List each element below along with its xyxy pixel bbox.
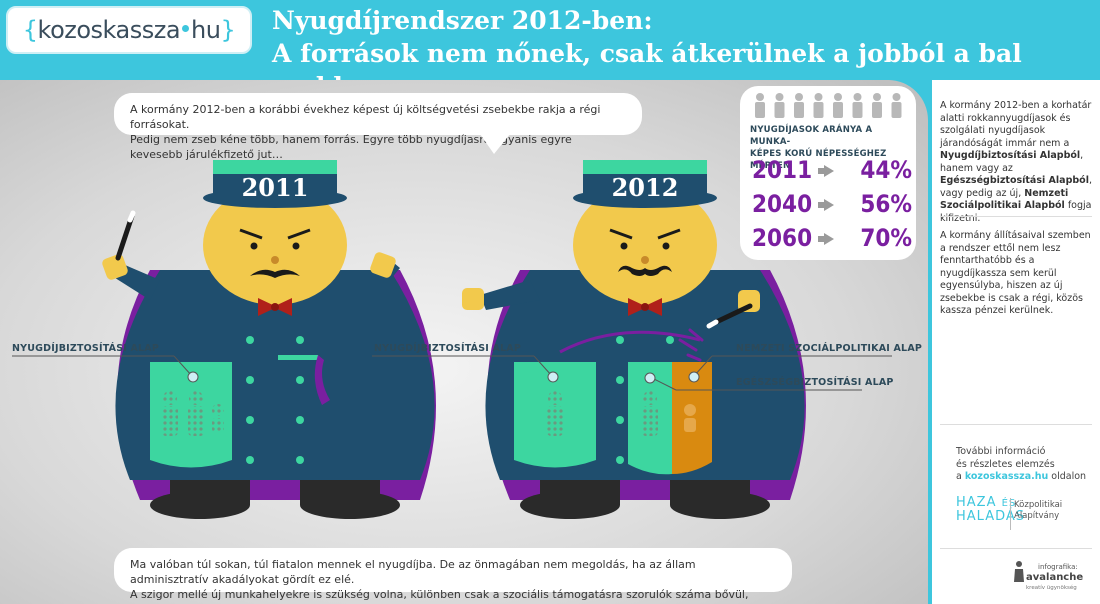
bubble-bottom-line-2: A szigor mellé új munkahelyekre is szüks… xyxy=(130,588,749,604)
figure-2011 xyxy=(102,160,436,519)
pensioner-ratio-box: NYUGDÍJASOK ARÁNYA A MUNKA- KÉPES KORÚ N… xyxy=(740,86,916,260)
sidebar-paragraph-2: A kormány állításaival szemben a rendsze… xyxy=(940,230,1091,316)
infographic-credit-label: infografika: xyxy=(1038,563,1078,571)
sidebar-p1-text: , vagy pedig az új, xyxy=(940,175,1092,199)
stats-year: 2040 xyxy=(752,190,813,218)
title-line-2: A források nem nőnek, csak átkerülnek a … xyxy=(272,39,1022,101)
speech-bubble-bottom: Ma valóban túl sokan, túl fiatalon menne… xyxy=(114,548,792,604)
label-health-fund-2012: EGÉSZSÉGBIZTOSÍTÁSI ALAP xyxy=(736,377,894,388)
es-word: ÉS xyxy=(1001,498,1017,509)
logo-tld: hu xyxy=(191,16,221,44)
year-2011-text: 2011 xyxy=(242,173,309,202)
person-icon xyxy=(755,93,765,118)
logo-brace-close: } xyxy=(220,16,236,44)
avalanche-logo[interactable]: avalanche xyxy=(1026,572,1084,583)
bubble-top-tail xyxy=(480,134,510,154)
stats-caption-line-2: KÉPES KORÚ NÉPESSÉGHEZ MÉRTEN xyxy=(750,149,887,171)
person-icon xyxy=(891,93,902,118)
arrow-icon xyxy=(818,236,825,242)
stats-year: 2011 xyxy=(752,156,813,184)
logo-dot-icon xyxy=(182,25,190,32)
sidebar-divider xyxy=(940,216,1092,217)
arrow-head-icon xyxy=(824,165,834,177)
haza-es-haladas-logo[interactable]: HAZA ÉS HALADÁS xyxy=(956,496,1025,523)
logo-separator xyxy=(1010,498,1011,530)
person-icon xyxy=(774,93,785,118)
title-line-1: Nyugdíjrendszer 2012-ben: xyxy=(272,6,653,35)
arrow-head-icon xyxy=(824,199,834,211)
logo-text: kozoskassza xyxy=(37,16,181,44)
arrow-icon xyxy=(818,202,825,208)
year-2012-text: 2012 xyxy=(612,173,679,202)
kpa-line-1: Közpolitikai xyxy=(1014,500,1063,510)
logo-brace-open: { xyxy=(22,16,38,44)
person-icon xyxy=(852,93,863,118)
bubble-top-line-1: A kormány 2012-ben a korábbi évekhez kép… xyxy=(130,103,601,131)
page-title: Nyugdíjrendszer 2012-ben: A források nem… xyxy=(272,4,1082,103)
sidebar-p1-bold: Nyugdíjbiztosítási Alapból xyxy=(940,150,1081,161)
more-info-line-1: További információ xyxy=(956,446,1046,457)
magician-illustration: 2011 2012 xyxy=(12,160,892,519)
haza-logo-line-1: HAZA ÉS xyxy=(956,496,1025,510)
person-icon xyxy=(872,93,882,118)
sidebar-divider xyxy=(940,424,1092,425)
kozoskassza-link[interactable]: kozoskassza.hu xyxy=(964,471,1049,482)
stats-caption: NYUGDÍJASOK ARÁNYA A MUNKA- KÉPES KORÚ N… xyxy=(750,124,914,172)
avalanche-figure-icon xyxy=(1014,561,1024,582)
stats-percent: 70% xyxy=(860,224,912,252)
person-icon xyxy=(833,93,843,118)
more-info-line-3: a kozoskassza.hu oldalon xyxy=(956,471,1096,484)
label-social-fund-2012: NEMZETI SZOCIÁLPOLITIKAI ALAP xyxy=(736,343,923,354)
arrow-icon xyxy=(818,168,825,174)
sidebar xyxy=(932,80,1100,604)
stats-row-2011: 2011 44% xyxy=(752,156,912,186)
speech-bubble-top: A kormány 2012-ben a korábbi évekhez kép… xyxy=(114,93,642,161)
stats-year: 2060 xyxy=(752,224,813,252)
haza-logo-line-2: HALADÁS xyxy=(956,509,1026,524)
stats-percent: 44% xyxy=(860,156,912,184)
more-info-line-2: és részletes elemzés xyxy=(956,458,1055,470)
stats-caption-line-1: NYUGDÍJASOK ARÁNYA A MUNKA- xyxy=(750,125,873,147)
kozpolitikai-alapitvany: Közpolitikai Alapítvány xyxy=(1014,500,1062,522)
person-icon xyxy=(794,93,804,118)
bubble-bottom-line-1: Ma valóban túl sokan, túl fiatalon menne… xyxy=(130,558,696,586)
stats-percent: 56% xyxy=(860,190,912,218)
sidebar-p1-text: A kormány 2012-ben a korhatár alatti rok… xyxy=(940,100,1092,149)
sidebar-p1-text: , hanem vagy az xyxy=(940,150,1084,174)
avalanche-subtitle: kreatív ügynökség xyxy=(1026,585,1077,591)
haza-word: HAZA xyxy=(956,495,997,510)
stats-row-2040: 2040 56% xyxy=(752,190,912,220)
people-icons-row xyxy=(755,93,902,118)
bubble-top-line-2: Pedig nem zseb kéne több, hanem forrás. … xyxy=(130,133,572,161)
sidebar-divider xyxy=(940,548,1092,549)
label-pension-fund-2012: NYUGDÍJBIZTOSÍTÁSI ALAP xyxy=(374,343,521,354)
sidebar-p1-text: fogja kifizetni. xyxy=(940,200,1092,224)
sidebar-paragraph-1: A kormány 2012-ben a korhatár alatti rok… xyxy=(940,100,1092,225)
stats-row-2060: 2060 70% xyxy=(752,224,912,254)
kpa-line-2: Alapítvány xyxy=(1014,511,1060,521)
arrow-head-icon xyxy=(824,233,834,245)
label-pension-fund-2011: NYUGDÍJBIZTOSÍTÁSI ALAP xyxy=(12,343,159,354)
person-icon xyxy=(813,93,824,118)
sidebar-p1-bold: Egészségbiztosítási Alapból xyxy=(940,175,1089,186)
site-logo[interactable]: { kozoskassza hu } xyxy=(6,6,252,54)
more-info: További információ és részletes elemzés … xyxy=(956,446,1096,484)
more-info-text: oldalon xyxy=(1048,471,1087,482)
sidebar-p1-bold: Nemzeti Szociálpolitikai Alapból xyxy=(940,187,1069,212)
more-info-text: a xyxy=(956,471,965,482)
